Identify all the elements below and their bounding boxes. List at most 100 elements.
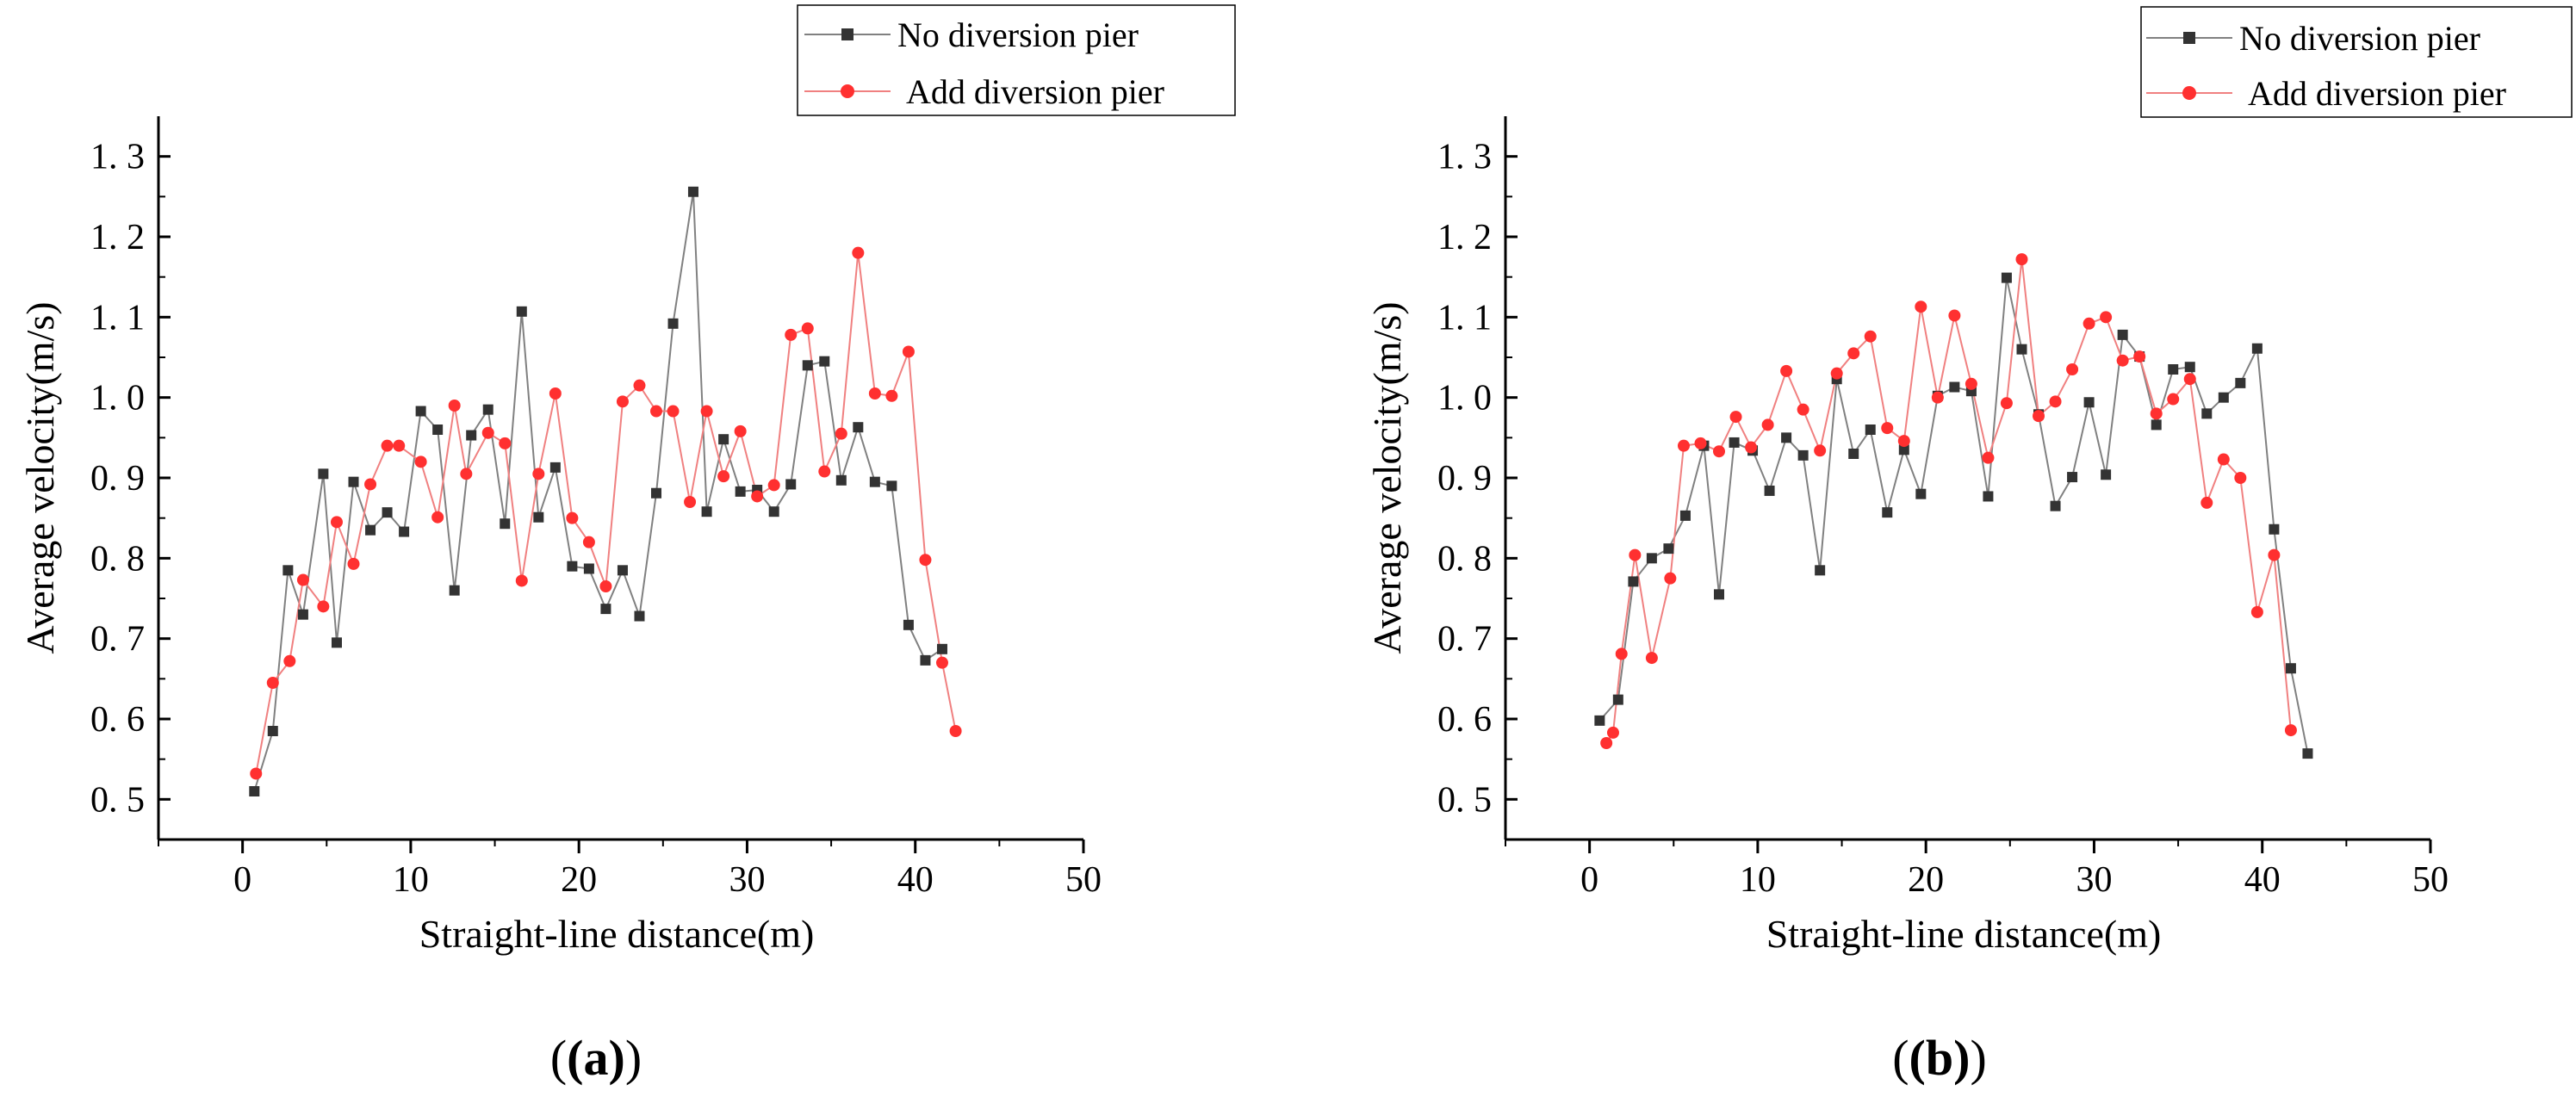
data-point (2235, 377, 2246, 388)
data-point (700, 405, 713, 418)
data-point (1664, 572, 1677, 585)
data-point (1594, 715, 1605, 726)
data-point (1948, 309, 1961, 322)
data-point (1780, 364, 1793, 377)
data-point (667, 405, 680, 418)
data-point (347, 557, 360, 570)
y-axis-title: Average velocity(m/s) (1365, 301, 1409, 654)
data-point (2100, 311, 2113, 324)
tick-marks (158, 155, 1085, 853)
data-point (2066, 363, 2079, 375)
data-point (266, 677, 279, 689)
data-point (515, 574, 528, 587)
data-point (348, 476, 359, 487)
data-point (2269, 524, 2280, 535)
y-tick-label: 1. 3 (1437, 138, 1492, 177)
data-point (533, 511, 544, 523)
panel-letter-b: (b) (1909, 1030, 1971, 1086)
data-point (1764, 485, 1775, 496)
data-point (2150, 407, 2163, 420)
data-point (735, 486, 746, 497)
data-point (1606, 726, 1619, 739)
x-tick-label: 0 (1580, 860, 1598, 900)
data-point (532, 468, 545, 480)
y-tick-label: 0. 6 (90, 700, 145, 740)
tick-labels: 0. 5 0. 6 0. 7 0. 8 0. 9 1. 0 1. 1 1. 2 1. 3 0 10 2… (1437, 138, 2449, 900)
data-point (2050, 500, 2061, 511)
y-tick-label: 0. 9 (1437, 459, 1492, 499)
x-tick-label: 40 (897, 860, 934, 900)
data-point (785, 328, 798, 341)
data-point (2000, 397, 2013, 410)
data-point (935, 656, 948, 669)
data-point (2116, 354, 2129, 367)
data-point (599, 580, 612, 592)
tick-marks (1505, 155, 2432, 853)
y-tick-label: 1. 1 (90, 298, 145, 338)
data-point (1797, 449, 1809, 461)
chart-panel-a: 0. 5 0. 6 0. 7 0. 8 0. 9 1. 0 1. 1 1. 2 1. 3 0 10 2… (18, 4, 1236, 1086)
data-point (549, 462, 561, 473)
data-point (1729, 437, 1740, 448)
data-point (785, 479, 797, 490)
data-point (365, 524, 376, 536)
data-point (1612, 694, 1623, 705)
data-point (801, 322, 814, 335)
y-tick-label: 1. 1 (1437, 298, 1492, 338)
legend-marker-add-pier (841, 84, 854, 98)
data-point (2167, 393, 2180, 406)
data-point (1712, 445, 1725, 458)
data-point (1915, 301, 1927, 313)
data-point (903, 619, 914, 630)
data-point (499, 437, 512, 449)
data-point (448, 400, 461, 412)
y-tick-label: 1. 0 (90, 379, 145, 418)
data-point (751, 490, 764, 503)
data-point (1615, 648, 1628, 660)
legend-label-no-pier: No diversion pier (2239, 19, 2480, 58)
x-tick-label: 30 (2076, 860, 2112, 900)
data-point (2151, 419, 2162, 431)
data-point (283, 654, 296, 667)
y-tick-label: 0. 5 (1437, 780, 1492, 820)
data-point (886, 480, 897, 492)
data-point (1915, 488, 1927, 499)
data-point (481, 426, 494, 439)
data-point (1814, 444, 1827, 457)
y-tick-label: 1. 3 (90, 138, 145, 177)
data-point (853, 422, 864, 433)
data-point (1600, 737, 1613, 749)
x-tick-label: 50 (1065, 860, 1102, 900)
data-point (1949, 381, 1960, 393)
data-point (1864, 330, 1877, 343)
data-point (633, 379, 646, 392)
data-point (449, 585, 460, 596)
data-point (500, 518, 511, 530)
data-point (393, 439, 406, 452)
y-axis-title: Average velocity(m/s) (18, 301, 62, 654)
legend-box (797, 4, 1236, 116)
data-point (1983, 491, 1994, 502)
y-tick-label: 0. 9 (90, 459, 145, 499)
data-point (868, 387, 881, 400)
data-point (2168, 364, 2179, 375)
data-point (734, 424, 747, 437)
data-point (466, 430, 477, 441)
data-point (869, 476, 880, 487)
data-point (1629, 548, 1642, 561)
data-point (936, 643, 947, 654)
data-point (902, 345, 915, 358)
data-point (1965, 377, 1977, 390)
tick-labels: 0. 5 0. 6 0. 7 0. 8 0. 9 1. 0 1. 1 1. 2 1. 3 0 10 2… (90, 138, 1102, 900)
data-point (1898, 444, 1909, 455)
data-point (1645, 652, 1658, 665)
data-point (2001, 272, 2012, 283)
data-point (1679, 510, 1691, 521)
series-line (1598, 277, 2309, 754)
chart-panel-b: 0. 5 0. 6 0. 7 0. 8 0. 9 1. 0 1. 1 1. 2 1. 3 0 10 2… (1365, 6, 2573, 1086)
data-point (1745, 441, 1758, 454)
x-tick-label: 0 (233, 860, 251, 900)
data-point (1881, 422, 1894, 435)
x-axis-title: Straight-line distance(m) (1766, 912, 2162, 956)
data-point (717, 470, 730, 483)
